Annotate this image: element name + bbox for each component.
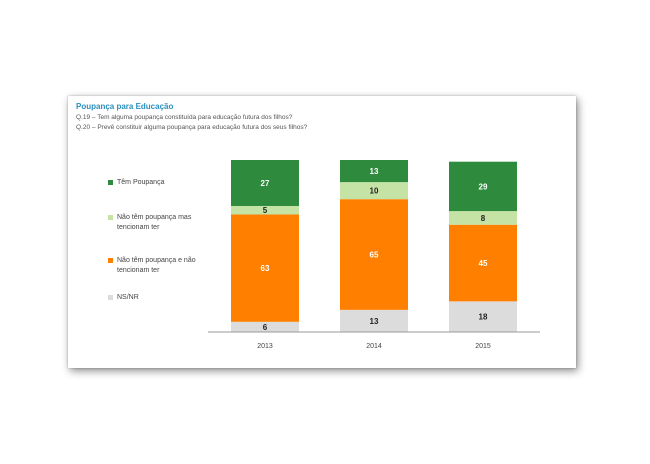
legend-swatch [108, 215, 113, 220]
legend-item-tencionam: Não têm poupança mas tencionam ter [108, 213, 220, 233]
legend-item-nao-tencionam: Não têm poupança e não tencionam ter [108, 256, 220, 276]
data-label: 18 [479, 313, 488, 322]
legend-label: Não têm poupança mas tencionam ter [117, 214, 192, 231]
data-label: 5 [263, 206, 268, 215]
question-19: Q.19 – Tem alguma poupança constituída p… [76, 114, 293, 121]
bar-segment [231, 214, 299, 322]
bar-segment [231, 205, 299, 215]
data-label: 13 [370, 167, 379, 176]
legend-item-nsnr: NS/NR [108, 293, 238, 303]
bar-segment [231, 321, 299, 332]
bar-segment [340, 160, 408, 183]
legend-swatch [108, 180, 113, 185]
bar-segment [449, 211, 517, 225]
bar-segment [340, 309, 408, 332]
data-label: 45 [479, 259, 488, 268]
data-label: 8 [481, 214, 486, 223]
legend-item-tem-poupanca: Têm Poupança [108, 178, 238, 188]
data-label: 10 [370, 187, 379, 196]
legend-swatch [108, 258, 113, 263]
bar-segment [340, 199, 408, 310]
legend-label: Têm Poupança [117, 179, 165, 186]
data-label: 29 [479, 182, 488, 191]
legend-swatch [108, 295, 113, 300]
bar-segment [449, 224, 517, 302]
x-tick-label: 2015 [475, 343, 491, 350]
data-label: 6 [263, 323, 268, 332]
legend-label: Não têm poupança e não tencionam ter [117, 257, 196, 274]
chart-title: Poupança para Educação [76, 102, 174, 111]
data-label: 13 [370, 317, 379, 326]
data-label: 27 [261, 179, 270, 188]
bar-segment [231, 160, 299, 206]
bar-segment [449, 161, 517, 212]
chart-card: Poupança para Educação Q.19 – Tem alguma… [68, 96, 576, 368]
bar-segment [340, 182, 408, 200]
question-20: Q.20 – Prevê constituir alguma poupança … [76, 124, 308, 131]
bar-segment [449, 301, 517, 332]
data-label: 63 [261, 264, 270, 273]
stacked-bar-chart: 6 63 5 27 2013 13 65 10 13 2014 18 45 8 29 2015 [208, 160, 540, 350]
x-tick-label: 2013 [257, 343, 273, 350]
data-label: 65 [370, 251, 379, 260]
legend-label: NS/NR [117, 294, 139, 301]
x-tick-label: 2014 [366, 343, 382, 350]
